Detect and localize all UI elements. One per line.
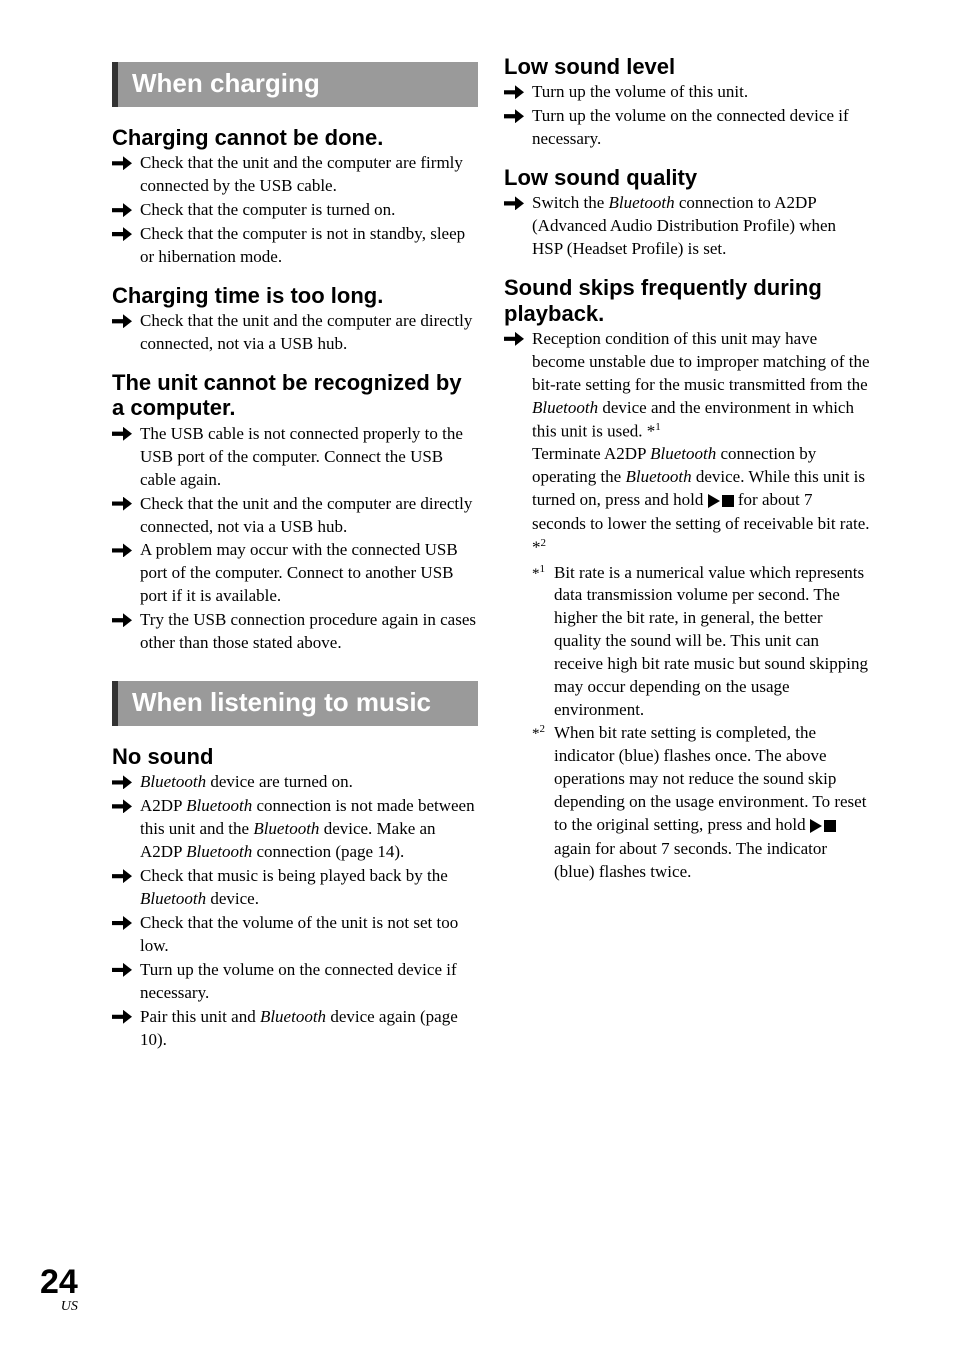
heading-not-recognized: The unit cannot be recognized by a compu… bbox=[112, 370, 478, 421]
body-text: Switch the bbox=[532, 193, 609, 212]
heading-charging-cannot: Charging cannot be done. bbox=[112, 125, 478, 150]
right-column: Low sound level Turn up the volume of th… bbox=[504, 54, 870, 1056]
list-item: Switch the Bluetooth connection to A2DP … bbox=[504, 192, 870, 261]
list-item: A problem may occur with the connected U… bbox=[112, 539, 478, 608]
list-item: Turn up the volume on the connected devi… bbox=[112, 959, 478, 1005]
footnote-ref: 1 bbox=[655, 421, 661, 433]
list-item: Try the USB connection procedure again i… bbox=[112, 609, 478, 655]
list-charging-cannot: Check that the unit and the computer are… bbox=[112, 152, 478, 269]
list-item: Check that the computer is not in standb… bbox=[112, 223, 478, 269]
italic-text: Bluetooth bbox=[532, 398, 598, 417]
list-item: Check that the unit and the computer are… bbox=[112, 152, 478, 198]
body-text: A2DP bbox=[140, 796, 186, 815]
page-footer: 24 US bbox=[40, 1265, 78, 1315]
footnote-item: *2 When bit rate setting is completed, t… bbox=[532, 722, 870, 884]
body-text: Reception condition of this unit may hav… bbox=[532, 329, 870, 394]
footnote-list: *1 Bit rate is a numerical value which r… bbox=[532, 562, 870, 884]
list-no-sound: Bluetooth device are turned on. A2DP Blu… bbox=[112, 771, 478, 1051]
list-item: A2DP Bluetooth connection is not made be… bbox=[112, 795, 478, 864]
heading-sound-skips: Sound skips frequently during playback. bbox=[504, 275, 870, 326]
body-text: connection (page 14). bbox=[252, 842, 404, 861]
list-item: The USB cable is not connected properly … bbox=[112, 423, 478, 492]
italic-text: Bluetooth bbox=[625, 467, 691, 486]
body-text: Pair this unit and bbox=[140, 1007, 260, 1026]
section-banner-charging: When charging bbox=[112, 62, 478, 107]
list-not-recognized: The USB cable is not connected properly … bbox=[112, 423, 478, 655]
list-sound-skips: Reception condition of this unit may hav… bbox=[504, 328, 870, 884]
list-item: Reception condition of this unit may hav… bbox=[504, 328, 870, 884]
footnote-item: *1 Bit rate is a numerical value which r… bbox=[532, 562, 870, 723]
page-number: 24 bbox=[40, 1265, 78, 1299]
italic-text: Bluetooth bbox=[140, 889, 206, 908]
italic-text: Bluetooth bbox=[609, 193, 675, 212]
footnote-marker: *2 bbox=[532, 722, 545, 744]
body-text: device. bbox=[206, 889, 259, 908]
list-item: Check that the computer is turned on. bbox=[112, 199, 478, 222]
list-item: Bluetooth device are turned on. bbox=[112, 771, 478, 794]
footnote-text: again for about 7 seconds. The indicator… bbox=[554, 839, 827, 881]
list-item: Check that music is being played back by… bbox=[112, 865, 478, 911]
heading-no-sound: No sound bbox=[112, 744, 478, 769]
body-text: Terminate A2DP bbox=[532, 444, 650, 463]
footnote-ref: 2 bbox=[541, 537, 547, 549]
italic-text: Bluetooth bbox=[140, 772, 206, 791]
left-column: When charging Charging cannot be done. C… bbox=[112, 54, 478, 1056]
body-text: device are turned on. bbox=[206, 772, 353, 791]
play-stop-icon bbox=[708, 490, 734, 513]
italic-text: Bluetooth bbox=[253, 819, 319, 838]
footnote-text: Bit rate is a numerical value which repr… bbox=[554, 563, 868, 720]
play-stop-icon bbox=[810, 815, 836, 838]
list-item: Check that the unit and the computer are… bbox=[112, 310, 478, 356]
heading-low-sound-quality: Low sound quality bbox=[504, 165, 870, 190]
italic-text: Bluetooth bbox=[650, 444, 716, 463]
italic-text: Bluetooth bbox=[260, 1007, 326, 1026]
list-charging-long: Check that the unit and the computer are… bbox=[112, 310, 478, 356]
list-item: Turn up the volume of this unit. bbox=[504, 81, 870, 104]
body-text: Check that music is being played back by… bbox=[140, 866, 448, 885]
list-low-sound-level: Turn up the volume of this unit. Turn up… bbox=[504, 81, 870, 151]
list-item: Turn up the volume on the connected devi… bbox=[504, 105, 870, 151]
italic-text: Bluetooth bbox=[186, 842, 252, 861]
section-banner-listening: When listening to music bbox=[112, 681, 478, 726]
heading-low-sound-level: Low sound level bbox=[504, 54, 870, 79]
list-item: Check that the unit and the computer are… bbox=[112, 493, 478, 539]
italic-text: Bluetooth bbox=[186, 796, 252, 815]
footnote-marker: *1 bbox=[532, 562, 545, 584]
page-region: US bbox=[40, 1299, 78, 1315]
list-item: Pair this unit and Bluetooth device agai… bbox=[112, 1006, 478, 1052]
list-item: Check that the volume of the unit is not… bbox=[112, 912, 478, 958]
heading-charging-long: Charging time is too long. bbox=[112, 283, 478, 308]
list-low-sound-quality: Switch the Bluetooth connection to A2DP … bbox=[504, 192, 870, 261]
